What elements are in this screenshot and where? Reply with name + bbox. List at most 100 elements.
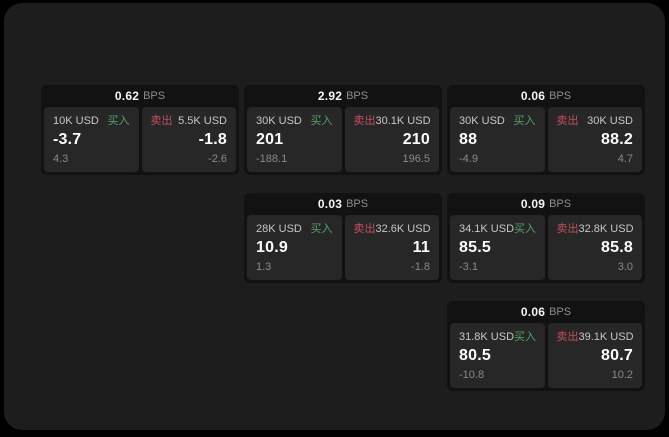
quote-card: 0.09 BPS 34.1K USD 买入 85.5 -3.1 卖出 32.8K…	[447, 193, 645, 283]
buy-quote-value: 80.5	[459, 347, 491, 364]
sell-quote-change: -2.6	[208, 153, 227, 165]
sell-amount-label: 30K USD	[587, 115, 633, 127]
buy-quote-change: -3.1	[459, 261, 478, 273]
buy-badge: 买入	[107, 115, 130, 127]
quote-card: 0.62 BPS 10K USD 买入 -3.7 4.3 卖出 5.5K USD	[41, 85, 239, 175]
buy-quote-change: -4.9	[459, 153, 478, 165]
buy-quote-value: 10.9	[256, 239, 288, 256]
buy-panel-top: 30K USD 买入	[459, 115, 536, 128]
bps-header: 0.06 BPS	[447, 301, 645, 323]
sell-panel-top: 卖出 30.1K USD	[354, 115, 431, 128]
sell-badge: 卖出	[353, 115, 376, 127]
sell-panel-top: 卖出 30K USD	[557, 115, 634, 128]
sell-quote-change: 4.7	[617, 153, 633, 165]
buy-amount-label: 28K USD	[256, 223, 302, 235]
buy-quote-panel[interactable]: 10K USD 买入 -3.7 4.3	[44, 107, 139, 172]
buy-quote-panel[interactable]: 34.1K USD 买入 85.5 -3.1	[450, 215, 545, 280]
bps-value: 0.06	[520, 305, 546, 319]
sell-quote-panel[interactable]: 卖出 5.5K USD -1.8 -2.6	[141, 107, 236, 172]
buy-amount-label: 30K USD	[256, 115, 302, 127]
sell-badge: 卖出	[556, 223, 579, 235]
bps-unit-label: BPS	[549, 306, 572, 318]
sell-panel-top: 卖出 32.8K USD	[557, 223, 634, 236]
buy-badge: 买入	[310, 115, 333, 127]
bps-unit-label: BPS	[143, 90, 166, 102]
bps-unit-label: BPS	[549, 90, 572, 102]
sell-quote-value: 85.8	[601, 239, 633, 256]
buy-amount-label: 10K USD	[53, 115, 99, 127]
quotes-window: 0.62 BPS 10K USD 买入 -3.7 4.3 卖出 5.5K USD	[4, 3, 665, 430]
bps-value: 0.06	[520, 89, 546, 103]
sell-badge: 卖出	[353, 223, 376, 235]
buy-quote-change: -188.1	[256, 153, 288, 165]
sell-quote-value: 11	[412, 239, 430, 256]
quote-cards-grid: 0.62 BPS 10K USD 买入 -3.7 4.3 卖出 5.5K USD	[41, 85, 645, 391]
buy-panel-top: 34.1K USD 买入	[459, 223, 536, 236]
buy-quote-panel[interactable]: 28K USD 买入 10.9 1.3	[247, 215, 342, 280]
buy-quote-value: 201	[256, 131, 284, 148]
buy-quote-panel[interactable]: 30K USD 买入 201 -188.1	[247, 107, 342, 172]
sell-quote-panel[interactable]: 卖出 30K USD 88.2 4.7	[547, 107, 642, 172]
buy-quote-change: 1.3	[256, 261, 272, 273]
bps-header: 0.06 BPS	[447, 85, 645, 107]
buy-amount-label: 30K USD	[459, 115, 505, 127]
bps-value: 2.92	[317, 89, 343, 103]
sell-quote-change: 10.2	[611, 369, 633, 381]
buy-badge: 买入	[513, 115, 536, 127]
bps-value: 0.03	[317, 197, 343, 211]
buy-panel-top: 28K USD 买入	[256, 223, 333, 236]
buy-quote-panel[interactable]: 31.8K USD 买入 80.5 -10.8	[450, 323, 545, 388]
bps-header: 0.03 BPS	[244, 193, 442, 215]
sell-amount-label: 30.1K USD	[375, 115, 431, 127]
buy-panel-top: 30K USD 买入	[256, 115, 333, 128]
sell-amount-label: 39.1K USD	[578, 331, 634, 343]
sell-quote-panel[interactable]: 卖出 30.1K USD 210 196.5	[344, 107, 439, 172]
bps-value: 0.09	[520, 197, 546, 211]
sell-quote-change: 196.5	[402, 153, 430, 165]
buy-amount-label: 34.1K USD	[459, 223, 515, 235]
bps-unit-label: BPS	[549, 198, 572, 210]
sell-amount-label: 32.6K USD	[375, 223, 431, 235]
sell-quote-panel[interactable]: 卖出 32.8K USD 85.8 3.0	[547, 215, 642, 280]
sell-amount-label: 32.8K USD	[578, 223, 634, 235]
quote-card-body: 31.8K USD 买入 80.5 -10.8 卖出 39.1K USD 80.…	[447, 323, 645, 391]
sell-quote-panel[interactable]: 卖出 39.1K USD 80.7 10.2	[547, 323, 642, 388]
quote-card: 0.06 BPS 30K USD 买入 88 -4.9 卖出 30K USD	[447, 85, 645, 175]
bps-header: 0.09 BPS	[447, 193, 645, 215]
quote-card-body: 30K USD 买入 201 -188.1 卖出 30.1K USD 210 1…	[244, 107, 442, 175]
sell-amount-label: 5.5K USD	[178, 115, 227, 127]
quote-card-body: 28K USD 买入 10.9 1.3 卖出 32.6K USD 11 -1.8	[244, 215, 442, 283]
bps-value: 0.62	[114, 89, 140, 103]
buy-amount-label: 31.8K USD	[459, 331, 515, 343]
quote-card-body: 10K USD 买入 -3.7 4.3 卖出 5.5K USD -1.8 -2.…	[41, 107, 239, 175]
bps-unit-label: BPS	[346, 90, 369, 102]
buy-quote-value: -3.7	[53, 131, 82, 148]
buy-quote-change: -10.8	[459, 369, 485, 381]
sell-panel-top: 卖出 39.1K USD	[557, 331, 634, 344]
quote-card-body: 30K USD 买入 88 -4.9 卖出 30K USD 88.2 4.7	[447, 107, 645, 175]
buy-panel-top: 10K USD 买入	[53, 115, 130, 128]
sell-badge: 卖出	[556, 115, 579, 127]
sell-badge: 卖出	[556, 331, 579, 343]
buy-quote-panel[interactable]: 30K USD 买入 88 -4.9	[450, 107, 545, 172]
sell-panel-top: 卖出 5.5K USD	[151, 115, 228, 128]
buy-badge: 买入	[310, 223, 333, 235]
sell-quote-value: 210	[402, 131, 430, 148]
sell-quote-value: 80.7	[601, 347, 633, 364]
buy-quote-value: 88	[459, 131, 478, 148]
sell-badge: 卖出	[150, 115, 173, 127]
bps-header: 2.92 BPS	[244, 85, 442, 107]
quote-card: 2.92 BPS 30K USD 买入 201 -188.1 卖出 30.1K …	[244, 85, 442, 175]
sell-quote-panel[interactable]: 卖出 32.6K USD 11 -1.8	[344, 215, 439, 280]
buy-badge: 买入	[514, 223, 537, 235]
bps-header: 0.62 BPS	[41, 85, 239, 107]
sell-quote-change: -1.8	[411, 261, 430, 273]
buy-panel-top: 31.8K USD 买入	[459, 331, 536, 344]
quote-card: 0.03 BPS 28K USD 买入 10.9 1.3 卖出 32.6K US…	[244, 193, 442, 283]
buy-quote-change: 4.3	[53, 153, 69, 165]
sell-quote-change: 3.0	[617, 261, 633, 273]
bps-unit-label: BPS	[346, 198, 369, 210]
quote-card-body: 34.1K USD 买入 85.5 -3.1 卖出 32.8K USD 85.8…	[447, 215, 645, 283]
sell-quote-value: 88.2	[601, 131, 633, 148]
buy-badge: 买入	[514, 331, 537, 343]
